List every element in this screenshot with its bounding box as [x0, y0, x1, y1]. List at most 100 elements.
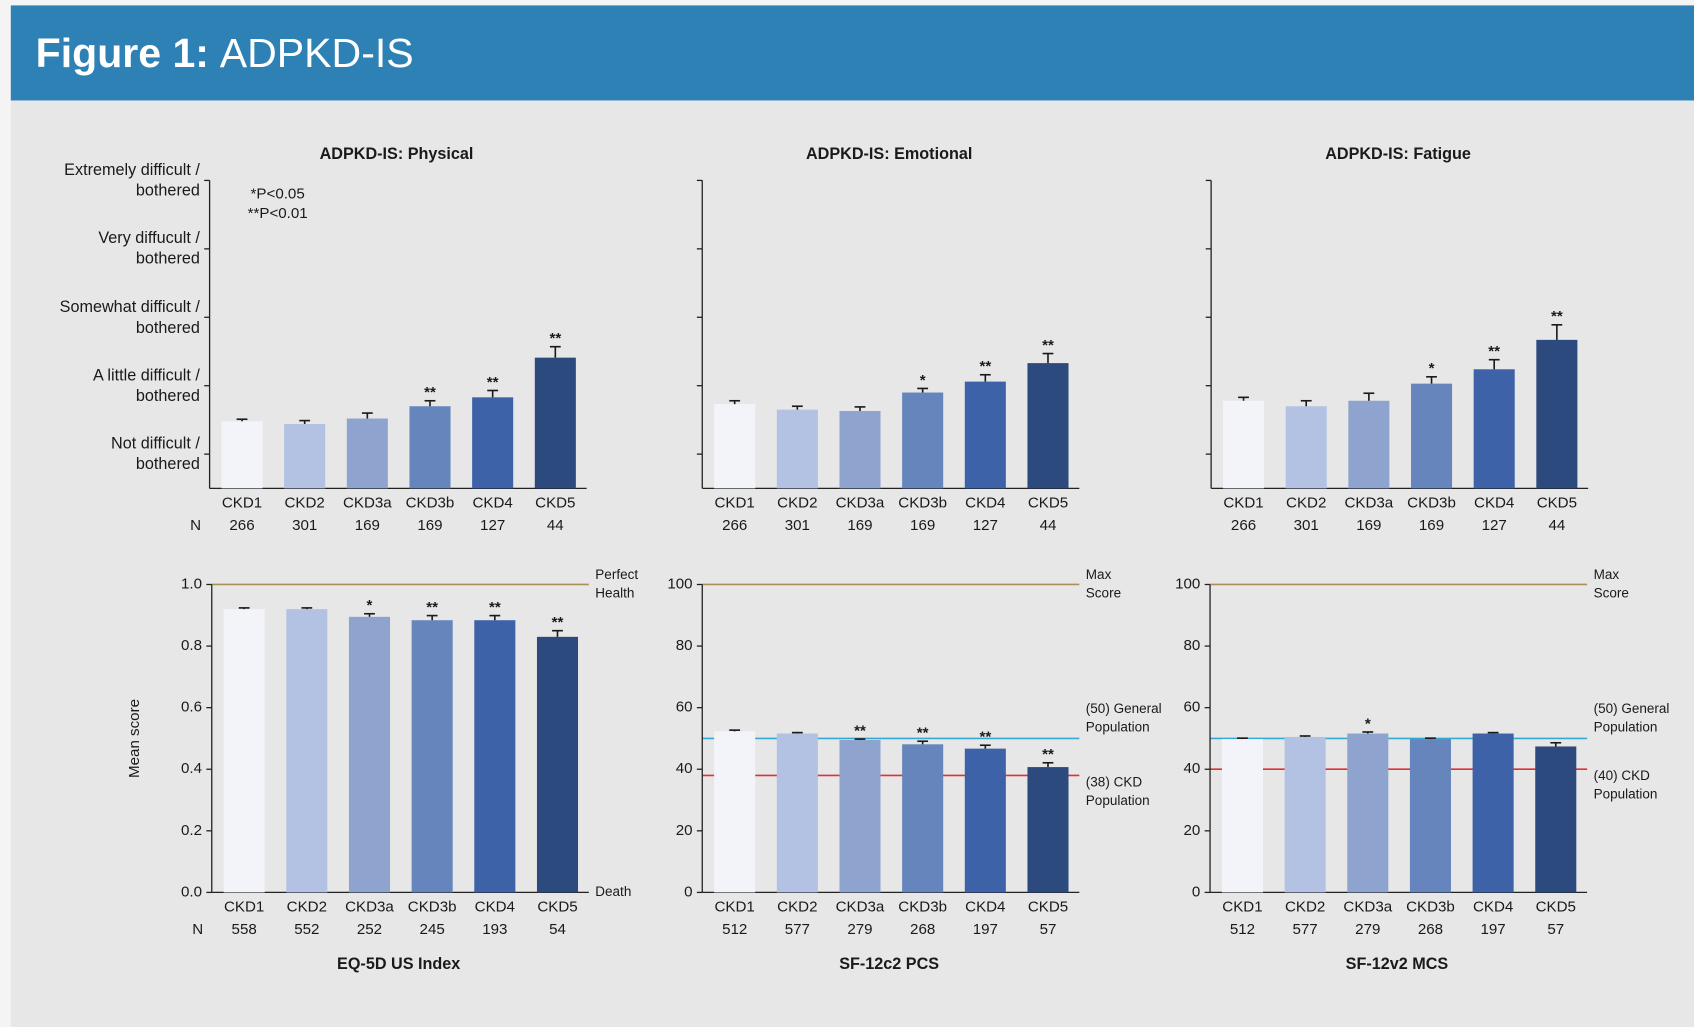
bar [1285, 406, 1327, 489]
significance: ** [549, 330, 561, 347]
bar [1411, 383, 1453, 489]
bar [714, 404, 756, 489]
y-tick-label: 0 [1192, 883, 1200, 900]
n-value: 301 [785, 517, 810, 534]
chart-title: ADPKD-IS: Fatigue [1325, 145, 1471, 163]
n-value: 268 [1418, 921, 1443, 938]
bar [1027, 767, 1069, 893]
significance: ** [424, 384, 436, 401]
x-tick-label: CKD3a [836, 494, 885, 511]
n-value: 268 [910, 921, 935, 938]
y-tick-label: 0.2 [181, 822, 202, 839]
x-tick-label: CKD5 [1028, 494, 1068, 511]
n-value: 44 [1040, 517, 1057, 534]
x-tick-label: CKD4 [475, 899, 515, 916]
n-value: 301 [1294, 517, 1319, 534]
bar [1348, 400, 1390, 489]
y-tick-label: 60 [676, 699, 693, 716]
bar [1347, 733, 1389, 893]
x-axis-title: SF-12c2 PCS [839, 955, 939, 973]
y-tick-label: 0.6 [181, 699, 202, 716]
reference-label: Max Score [1085, 567, 1122, 601]
reference-label: (38) CKD Population [1085, 774, 1150, 808]
y-tick-label: 100 [667, 575, 692, 592]
significance: ** [1488, 343, 1500, 360]
bar [346, 418, 388, 489]
significance: ** [552, 614, 564, 631]
significance: ** [426, 599, 438, 616]
bar [776, 409, 818, 489]
bar [534, 357, 576, 489]
bar [1284, 736, 1326, 893]
bar [1472, 733, 1514, 893]
bar [902, 744, 944, 893]
y-tick-label: 40 [676, 760, 693, 777]
x-tick-label: CKD5 [1536, 899, 1576, 916]
bar [286, 609, 328, 893]
bar [221, 421, 263, 489]
figure-heading: Figure 1: ADPKD-IS [36, 30, 414, 76]
x-tick-label: CKD4 [1474, 494, 1514, 511]
bar [1409, 739, 1451, 893]
y-axis-title: Mean score [126, 699, 143, 778]
y-tick-label: Very diffucult / bothered [98, 229, 200, 269]
bar [839, 411, 881, 489]
x-tick-label: CKD2 [285, 494, 325, 511]
y-tick-label: Somewhat difficult / bothered [59, 297, 200, 337]
x-tick-label: CKD1 [1223, 494, 1263, 511]
x-tick-label: CKD1 [224, 899, 264, 916]
y-tick-label: 0.0 [181, 883, 202, 900]
n-value: 169 [1356, 517, 1381, 534]
n-value: 552 [294, 921, 319, 938]
bar [714, 731, 756, 893]
y-tick-label: 20 [1184, 822, 1201, 839]
bar [284, 424, 326, 489]
significance: * [367, 597, 373, 614]
n-value: 512 [1230, 921, 1255, 938]
x-tick-label: CKD2 [777, 494, 817, 511]
x-tick-label: CKD5 [1537, 494, 1577, 511]
y-tick-label: 0.8 [181, 637, 202, 654]
n-value: 577 [785, 921, 810, 938]
x-tick-label: CKD3b [1406, 899, 1455, 916]
n-value: 57 [1547, 921, 1564, 938]
bar [536, 636, 579, 893]
x-tick-label: CKD1 [715, 899, 755, 916]
x-tick-label: CKD4 [965, 494, 1005, 511]
figure-title: ADPKD-IS [220, 30, 414, 76]
n-value: 301 [292, 517, 317, 534]
y-tick-label: 40 [1184, 760, 1201, 777]
x-tick-label: CKD5 [537, 899, 577, 916]
bar [1223, 400, 1265, 489]
n-value: 169 [355, 517, 380, 534]
significance: * [920, 372, 926, 389]
reference-label: Max Score [1593, 567, 1629, 601]
bar [409, 406, 451, 489]
y-tick-label: 0.4 [181, 760, 202, 777]
n-value: 127 [480, 517, 505, 534]
bar [1027, 363, 1069, 489]
x-tick-label: CKD5 [1028, 899, 1068, 916]
n-value: 197 [973, 921, 998, 938]
x-tick-label: CKD3b [1407, 494, 1456, 511]
x-tick-label: CKD2 [1285, 899, 1325, 916]
n-value: 558 [232, 921, 257, 938]
x-tick-label: CKD5 [535, 494, 575, 511]
n-value: 169 [417, 517, 442, 534]
x-tick-label: CKD3a [836, 899, 885, 916]
significance: ** [917, 725, 929, 742]
n-value: 512 [722, 921, 747, 938]
n-value: 279 [1355, 921, 1380, 938]
header-band [10, 5, 1694, 101]
bottom-label: Death [595, 884, 631, 899]
annotation: *P<0.05 [251, 185, 305, 202]
bar [1536, 339, 1578, 489]
x-tick-label: CKD3b [898, 899, 947, 916]
n-value: 252 [357, 921, 382, 938]
significance: * [1365, 715, 1371, 732]
x-tick-label: CKD4 [1473, 899, 1513, 916]
y-tick-label: 20 [676, 822, 693, 839]
